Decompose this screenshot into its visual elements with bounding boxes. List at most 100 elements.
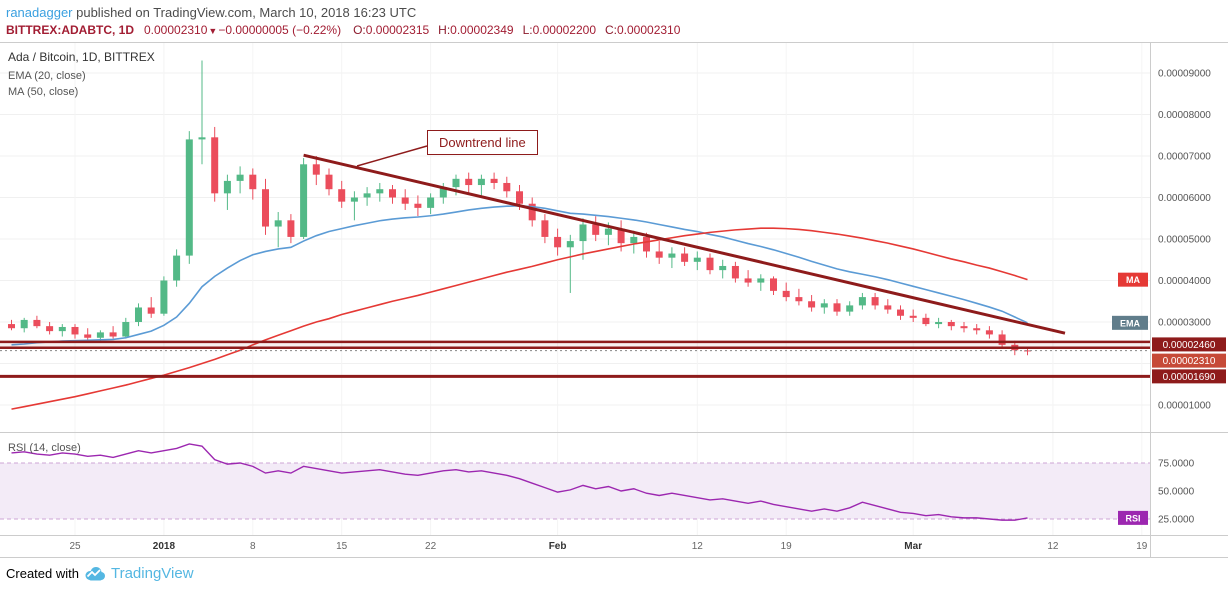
candle-body — [516, 191, 523, 204]
candle-body — [846, 305, 854, 312]
close-label: C: — [605, 23, 617, 37]
time-axis[interactable]: 25 2018 8 15 22 Feb 12 19 Mar 12 19 — [69, 541, 1147, 552]
candle-body — [655, 251, 663, 258]
candle-body — [452, 178, 460, 188]
candle-body — [566, 241, 574, 248]
downtrend-line[interactable] — [303, 153, 1066, 335]
candle-body — [820, 303, 828, 308]
candle-body — [935, 322, 943, 325]
svg-text:0.00008000: 0.00008000 — [1158, 110, 1211, 121]
svg-text:22: 22 — [425, 541, 437, 552]
svg-text:75.0000: 75.0000 — [1158, 459, 1195, 470]
candle-body — [897, 309, 904, 316]
candle-body — [389, 189, 396, 198]
rsi-line — [11, 443, 1028, 521]
candle-body — [973, 328, 981, 331]
svg-text:25: 25 — [69, 541, 81, 552]
svg-text:25.0000: 25.0000 — [1158, 515, 1195, 526]
publish-info: published on TradingView.com, March 10, … — [72, 5, 417, 20]
candle-body — [757, 278, 765, 283]
low-label: L: — [522, 23, 533, 37]
candle-body — [833, 303, 841, 312]
svg-text:0.00001690: 0.00001690 — [1163, 372, 1216, 383]
candle-body — [401, 197, 409, 204]
svg-text:RSI: RSI — [1125, 513, 1140, 523]
close-value: 0.00002310 — [617, 23, 681, 37]
candle-body — [287, 220, 295, 237]
open-label: O: — [353, 23, 366, 37]
svg-text:8: 8 — [250, 541, 256, 552]
candle-body — [33, 319, 41, 327]
candle-body — [477, 178, 485, 186]
candle-body — [643, 236, 650, 252]
candle-body — [922, 317, 930, 325]
svg-text:Feb: Feb — [549, 541, 567, 552]
downtrend-annotation[interactable]: Downtrend line — [427, 130, 538, 155]
svg-text:19: 19 — [1136, 541, 1148, 552]
candle-body — [325, 174, 333, 190]
candle-body — [160, 280, 168, 314]
candle-body — [592, 224, 600, 235]
candle-body — [427, 197, 435, 208]
price-axis[interactable]: 0.00009000 0.00008000 0.00007000 0.00006000… — [1158, 69, 1211, 526]
candle-body — [312, 164, 320, 175]
author-link[interactable]: ranadagger — [6, 5, 73, 20]
down-arrow-icon: ▼ — [208, 26, 218, 36]
candle-body — [274, 220, 282, 227]
svg-text:0.00002460: 0.00002460 — [1163, 340, 1216, 351]
candle-body — [185, 139, 193, 256]
candle-body — [719, 265, 727, 271]
rsi-legend[interactable]: RSI (14, close) — [8, 442, 81, 454]
open-value: 0.00002315 — [365, 23, 430, 37]
publish-header: ranadagger published on TradingView.com,… — [0, 0, 1228, 20]
svg-text:19: 19 — [781, 541, 793, 552]
candle-body — [706, 257, 714, 271]
low-value: 0.00002200 — [532, 23, 596, 37]
svg-text:0.00009000: 0.00009000 — [1158, 69, 1211, 80]
candle-body — [300, 164, 308, 237]
svg-text:0.00002310: 0.00002310 — [1163, 356, 1216, 367]
candle-body — [262, 189, 269, 227]
svg-text:50.0000: 50.0000 — [1158, 487, 1195, 498]
price-level-badge: 0.00001690 — [1152, 369, 1226, 384]
candle-body — [947, 322, 955, 327]
chart-area[interactable]: 0.00009000 0.00008000 0.00007000 0.00006000… — [0, 42, 1228, 558]
candle-body — [795, 297, 803, 302]
candle-body — [439, 187, 447, 198]
price-level-badge: 0.00002460 — [1152, 337, 1226, 352]
resistance-zone — [0, 341, 1150, 348]
candle-body — [858, 297, 866, 306]
candle-body — [693, 257, 701, 262]
candle-body — [668, 253, 676, 258]
last-price: 0.00002310 — [144, 23, 208, 37]
candle-body — [503, 182, 511, 192]
tradingview-logo-icon[interactable] — [84, 565, 106, 582]
candlestick-series — [8, 60, 1031, 356]
candle-body — [744, 278, 752, 283]
footer: Created with TradingView — [0, 558, 1228, 589]
candle-body — [808, 301, 816, 308]
svg-text:2018: 2018 — [153, 541, 176, 552]
candle-body — [528, 203, 536, 221]
svg-text:Mar: Mar — [904, 541, 922, 552]
candle-body — [414, 203, 422, 208]
high-value: 0.00002349 — [450, 23, 514, 37]
candle-body — [71, 326, 79, 335]
price-change: −0.00000005 (−0.22%) — [218, 23, 342, 37]
candle-body — [350, 197, 358, 202]
candle-body — [617, 228, 625, 244]
price-level-badge: 0.00002310 — [1152, 353, 1226, 368]
tradingview-brand[interactable]: TradingView — [110, 565, 194, 582]
callout-pointer — [356, 145, 428, 167]
candle-body — [770, 278, 777, 291]
candle-body — [731, 265, 739, 279]
candle-body — [376, 189, 384, 194]
candle-body — [135, 307, 142, 322]
candle-body — [465, 178, 473, 186]
candle-body — [147, 307, 155, 314]
svg-text:0.00004000: 0.00004000 — [1158, 276, 1211, 287]
chart-canvas[interactable]: 0.00009000 0.00008000 0.00007000 0.00006000… — [0, 42, 1228, 558]
symbol-name[interactable]: BITTREX:ADABTC, 1D — [6, 23, 134, 37]
candle-body — [211, 137, 219, 194]
